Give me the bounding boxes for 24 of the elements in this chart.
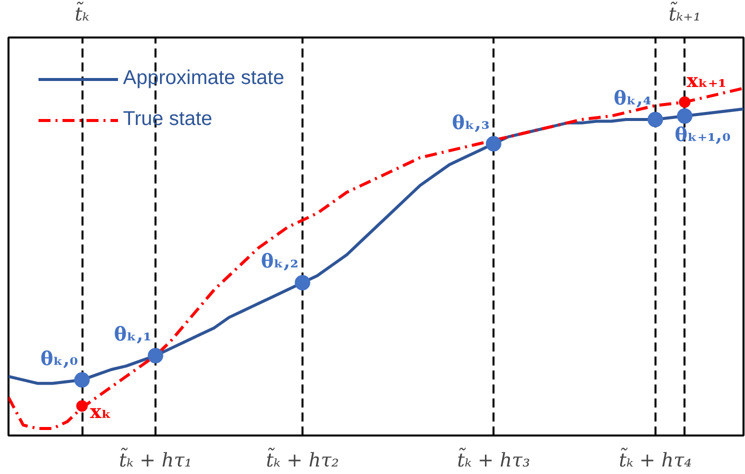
point — [148, 348, 164, 364]
x-tick-label: t̃ₖ + hτ₁ — [119, 447, 192, 472]
legend-label: Approximate state — [123, 67, 284, 90]
annotation: θₖ₊₁,₀ — [674, 124, 731, 146]
annotation: θₖ,₂ — [260, 250, 299, 273]
annotation: xₖ₊₁ — [686, 70, 726, 92]
point — [678, 96, 690, 108]
point — [76, 400, 88, 412]
point — [294, 274, 310, 290]
x-tick-label: t̃ₖ + hτ₃ — [457, 447, 530, 472]
annotation: xₖ — [90, 400, 112, 423]
point — [74, 372, 90, 388]
point — [648, 112, 664, 128]
text: t̃ₖ₊₁ — [668, 1, 701, 26]
annotation: θₖ,₄ — [614, 87, 652, 110]
point — [676, 108, 692, 124]
point — [486, 136, 502, 152]
x-tick-label: t̃ₖ + hτ₂ — [266, 447, 339, 472]
annotation: θₖ,₀ — [40, 348, 78, 370]
annotation: θₖ,₃ — [452, 112, 490, 134]
text: t̃ₖ — [74, 1, 90, 26]
legend-label: True state — [123, 108, 212, 131]
annotation: θₖ,₁ — [114, 324, 152, 346]
x-tick-label: t̃ₖ + hτ₄ — [618, 447, 692, 472]
